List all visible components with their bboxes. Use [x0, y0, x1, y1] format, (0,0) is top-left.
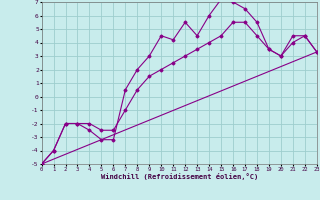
X-axis label: Windchill (Refroidissement éolien,°C): Windchill (Refroidissement éolien,°C) — [100, 173, 258, 180]
